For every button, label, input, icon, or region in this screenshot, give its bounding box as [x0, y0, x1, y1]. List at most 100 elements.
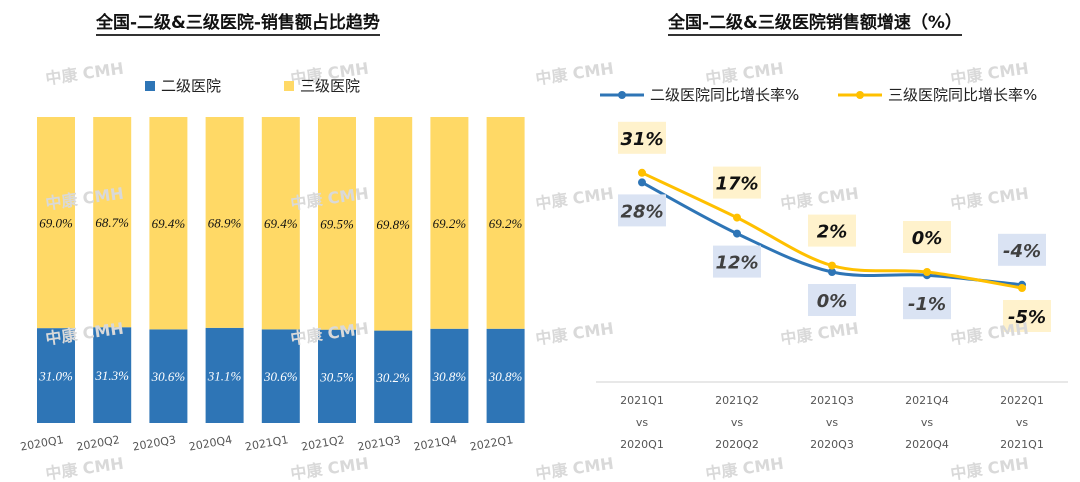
legend-label: 二级医院 — [161, 77, 222, 95]
bar-data-label: 69.4% — [152, 216, 186, 231]
data-point — [828, 268, 836, 276]
bar-data-label: 69.0% — [39, 216, 73, 231]
x-tick-label: 2020Q2 — [715, 438, 759, 451]
data-label: 12% — [715, 253, 758, 274]
x-tick-label: vs — [921, 416, 934, 429]
x-tick-label: vs — [826, 416, 839, 429]
data-point — [638, 178, 646, 187]
bar-data-label: 30.8% — [488, 369, 523, 384]
data-point — [1018, 284, 1026, 292]
bar-tertiary — [486, 117, 525, 329]
data-label-box — [903, 221, 951, 253]
line-legend-secondary: 二级医院同比增长率% — [600, 84, 799, 105]
x-tick-label: 2020Q3 — [810, 438, 854, 451]
data-label-box — [808, 214, 856, 247]
data-label-box — [808, 284, 856, 316]
legend-label: 三级医院 — [300, 77, 361, 95]
bar-data-label: 30.6% — [151, 369, 186, 384]
data-point — [638, 168, 646, 177]
x-tick-label: 2020Q4 — [188, 433, 233, 453]
data-label: 31% — [620, 129, 663, 150]
line-legend-marker — [838, 90, 882, 99]
x-tick-label: 2021Q1 — [244, 433, 289, 453]
data-label: -4% — [1003, 241, 1041, 262]
line-legend-tertiary: 三级医院同比增长率% — [838, 84, 1037, 105]
data-label-box — [998, 233, 1046, 266]
x-tick-label: 2020Q3 — [132, 433, 177, 453]
data-label: 0% — [912, 228, 943, 249]
line-chart-title: 全国-二级&三级医院销售额增速（%） — [668, 8, 962, 36]
data-label-box — [618, 121, 666, 154]
data-point — [733, 229, 741, 238]
bar-data-label: 69.2% — [489, 216, 523, 231]
x-tick-label: 2021Q2 — [715, 394, 759, 407]
data-label-box — [713, 166, 761, 199]
bar-secondary — [149, 329, 188, 423]
legend-label: 三级医院同比增长率% — [888, 86, 1038, 104]
data-point — [733, 213, 741, 222]
x-tick-label: 2021Q2 — [300, 433, 345, 453]
data-label: 0% — [817, 291, 848, 312]
bar-tertiary — [205, 117, 244, 328]
x-tick-label: 2021Q4 — [905, 394, 949, 407]
bar-data-label: 30.8% — [432, 369, 467, 384]
bar-data-label: 69.4% — [264, 216, 298, 231]
data-point — [828, 261, 836, 270]
bar-data-label: 69.2% — [433, 216, 467, 231]
data-point — [923, 268, 931, 276]
data-label-box — [618, 194, 666, 227]
line-legend-marker — [600, 90, 644, 99]
legend-swatch-tertiary — [284, 80, 294, 91]
data-label: 17% — [715, 174, 758, 195]
data-label-box — [903, 287, 951, 320]
bar-tertiary — [261, 117, 300, 330]
x-tick-label: 2020Q1 — [620, 438, 664, 451]
bar-data-label: 31.1% — [207, 368, 242, 383]
x-tick-label: 2021Q1 — [1000, 438, 1044, 451]
bar-data-label: 69.5% — [320, 216, 354, 231]
bar-tertiary — [37, 117, 75, 329]
data-label: 2% — [817, 222, 848, 243]
bar-secondary — [430, 328, 469, 423]
bar-secondary — [205, 327, 244, 423]
legend-label: 二级医院同比增长率% — [650, 86, 800, 104]
bar-secondary — [374, 330, 413, 423]
data-label: -1% — [908, 294, 946, 315]
data-label-box — [1003, 300, 1051, 332]
x-tick-label: 2022Q1 — [1000, 394, 1044, 407]
bar-chart-title: 全国-二级&三级医院-销售额占比趋势 — [96, 8, 380, 36]
bar-data-label: 31.3% — [94, 368, 129, 383]
bar-secondary — [37, 328, 75, 423]
x-tick-label: 2021Q3 — [810, 394, 854, 407]
bar-data-label: 68.7% — [95, 215, 129, 230]
x-tick-label: 2020Q4 — [905, 438, 949, 451]
x-tick-label: 2021Q4 — [413, 433, 458, 453]
bar-secondary — [486, 328, 525, 423]
x-tick-label: 2021Q1 — [620, 394, 664, 407]
data-label: 28% — [620, 201, 663, 222]
data-label-box — [713, 245, 761, 278]
x-tick-label: vs — [731, 416, 744, 429]
x-tick-label: vs — [1016, 416, 1029, 429]
bar-data-label: 69.8% — [376, 217, 410, 232]
bar-tertiary — [318, 117, 356, 330]
bar-secondary — [93, 327, 132, 423]
legend-item-tertiary: 三级医院 — [284, 75, 360, 96]
x-tick-label: 2022Q1 — [469, 433, 514, 453]
bar-data-label: 30.6% — [263, 369, 298, 384]
bar-tertiary — [149, 117, 188, 330]
bar-tertiary — [374, 117, 413, 331]
data-label: -5% — [1008, 307, 1046, 328]
bar-data-label: 30.2% — [375, 370, 410, 385]
bar-data-label: 31.0% — [38, 369, 73, 384]
legend-item-secondary: 二级医院 — [145, 75, 221, 96]
x-tick-label: vs — [636, 416, 649, 429]
bar-secondary — [318, 329, 356, 423]
bar-tertiary — [93, 117, 132, 328]
legend-swatch-secondary — [145, 80, 155, 91]
bar-data-label: 30.5% — [319, 369, 354, 384]
bar-data-label: 68.9% — [208, 215, 242, 230]
x-tick-label: 2020Q1 — [19, 433, 64, 453]
